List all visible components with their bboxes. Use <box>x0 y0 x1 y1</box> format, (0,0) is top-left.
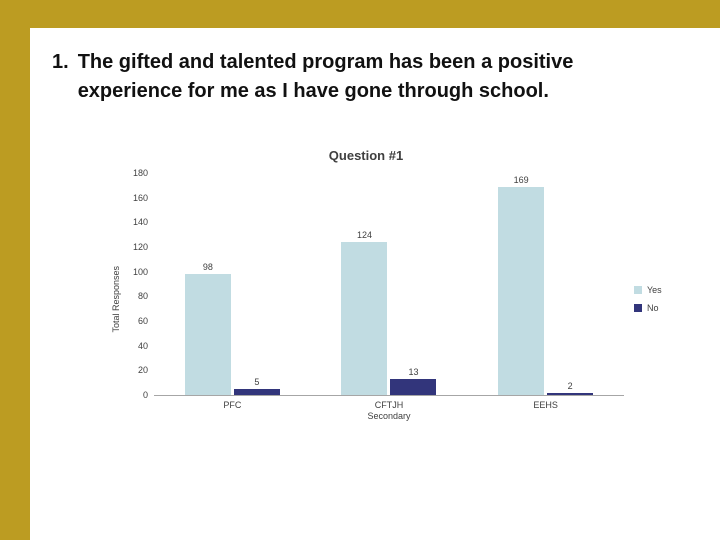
y-tick-label: 160 <box>132 192 148 203</box>
bar-group: 98 5 PFC <box>184 173 280 410</box>
bar-wrap-no: 2 <box>547 173 594 395</box>
y-axis-ticks: 0 20 40 60 80 100 120 140 160 180 <box>124 168 154 400</box>
plot-area: 98 5 PFC 124 13 CFTJH Secondary 169 2 EEHS <box>154 173 624 421</box>
bar-value-label: 13 <box>408 366 419 377</box>
legend-item-yes: Yes <box>634 285 696 295</box>
legend-item-no: No <box>634 303 696 313</box>
y-tick-label: 20 <box>137 365 148 376</box>
bar-yes <box>341 242 388 395</box>
bar-wrap-yes: 169 <box>498 173 545 395</box>
y-tick-label: 40 <box>137 340 148 351</box>
bar-wrap-yes: 124 <box>341 173 388 395</box>
bar-wrap-no: 13 <box>390 173 437 395</box>
title-text: The gifted and talented program has been… <box>77 51 574 102</box>
bar-wrap-yes: 98 <box>184 173 231 395</box>
x-category-label: CFTJH Secondary <box>367 400 411 422</box>
bar-wrap-no: 5 <box>233 173 280 395</box>
bar-group: 124 13 CFTJH Secondary <box>341 173 437 421</box>
legend-label: Yes <box>647 285 662 295</box>
bar-value-label: 169 <box>513 174 529 185</box>
bar-no <box>547 392 594 395</box>
y-tick-label: 100 <box>132 266 148 277</box>
legend-swatch-icon <box>634 304 642 312</box>
x-category-label: EEHS <box>533 400 558 410</box>
bar-value-label: 5 <box>254 376 260 387</box>
y-tick-label: 60 <box>137 316 148 327</box>
y-tick-label: 140 <box>132 217 148 228</box>
bar-yes <box>184 274 231 395</box>
chart-title: Question #1 <box>328 148 404 163</box>
bar-no <box>233 388 280 395</box>
legend-label: No <box>647 303 659 313</box>
x-category-label: PFC <box>223 400 242 410</box>
y-axis-title-text: Total Responses <box>111 265 121 333</box>
bar-chart: Question #1 Total Responses 0 20 40 60 80 100… <box>108 148 696 425</box>
bar-value-label: 2 <box>567 380 573 391</box>
bar-yes <box>498 186 545 395</box>
y-tick-label: 180 <box>132 168 148 178</box>
y-axis-title: Total Responses <box>108 173 124 425</box>
bar-no <box>390 378 437 395</box>
chart-legend: Yes No <box>624 173 696 425</box>
bar-value-label: 124 <box>356 230 372 241</box>
y-tick-label: 80 <box>137 291 148 302</box>
bar-group: 169 2 EEHS <box>498 173 594 410</box>
chart-body: Total Responses 0 20 40 60 80 100 120 140 160 180… <box>108 168 696 425</box>
y-tick-label: 120 <box>132 242 148 253</box>
slide-border-top <box>0 0 720 28</box>
slide-border-left <box>0 0 30 540</box>
page-title: 1. The gifted and talented program has b… <box>52 48 652 106</box>
bar-value-label: 98 <box>202 262 213 273</box>
title-number: 1. <box>52 51 69 73</box>
y-tick-label: 0 <box>142 390 148 400</box>
legend-swatch-icon <box>634 286 642 294</box>
